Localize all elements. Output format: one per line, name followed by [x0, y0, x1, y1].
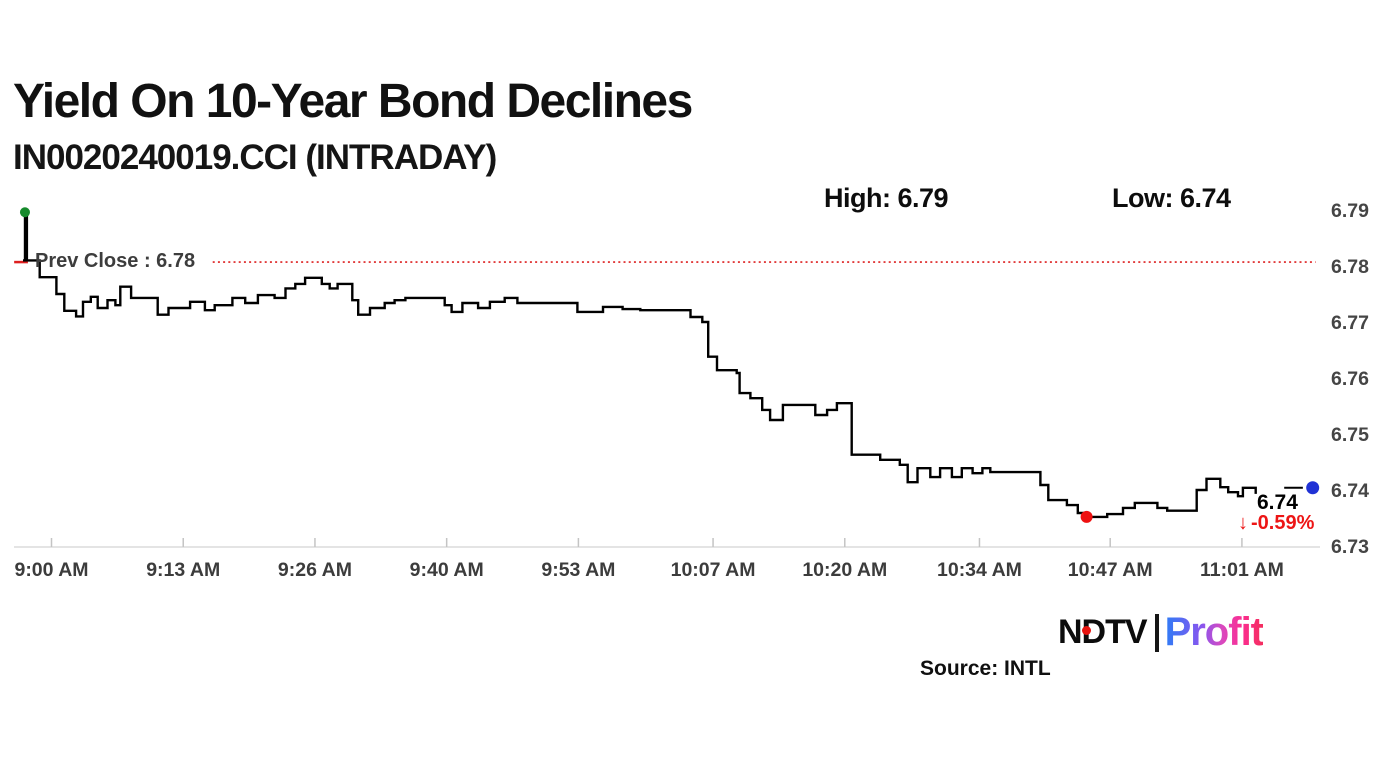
y-axis-label: 6.73	[1331, 536, 1369, 558]
x-axis-label: 9:00 AM	[14, 559, 88, 581]
x-axis-label: 10:20 AM	[802, 559, 887, 581]
profit-wordmark: Profit	[1164, 610, 1264, 654]
y-axis-label: 6.78	[1331, 256, 1369, 278]
page-title: Yield On 10-Year Bond Declines	[13, 75, 693, 128]
x-axis-label: 9:53 AM	[541, 559, 615, 581]
low-value-label: Low: 6.74	[1112, 183, 1231, 213]
price-change-label: ↓ -0.59%	[1238, 512, 1314, 535]
ndtv-profit-logo: NDTV Profit	[1058, 610, 1264, 655]
x-axis-label: 9:40 AM	[410, 559, 484, 581]
price-line	[23, 211, 1257, 519]
x-axis-label: 10:47 AM	[1068, 559, 1153, 581]
y-axis-label: 6.79	[1331, 200, 1369, 222]
session-low-dot	[1080, 510, 1093, 523]
high-value-label: High: 6.79	[824, 183, 949, 213]
ndtv-logo-red-dot-icon	[1082, 626, 1091, 635]
last-price-dot	[1306, 481, 1320, 495]
x-axis-label: 11:01 AM	[1200, 559, 1284, 581]
y-axis-label: 6.75	[1331, 424, 1369, 446]
change-percent-text: -0.59%	[1251, 512, 1315, 534]
ndtv-text: NDTV	[1058, 613, 1148, 651]
prev-close-label: Prev Close : 6.78	[35, 250, 196, 272]
x-axis-label: 9:26 AM	[278, 559, 352, 581]
x-axis-label: 10:34 AM	[937, 559, 1022, 581]
x-axis-label: 9:13 AM	[146, 559, 220, 581]
ndtv-wordmark: NDTV	[1058, 613, 1148, 652]
last-price-label: 6.74	[1257, 491, 1298, 514]
y-axis-label: 6.77	[1331, 312, 1369, 334]
logo-separator-bar	[1154, 613, 1159, 652]
chart-subtitle-instrument: IN0020240019.CCI (INTRADAY)	[13, 138, 497, 177]
down-arrow-icon: ↓	[1238, 512, 1248, 534]
y-axis-label: 6.74	[1331, 480, 1369, 502]
y-axis-label: 6.76	[1331, 368, 1369, 390]
x-axis-label: 10:07 AM	[671, 559, 756, 581]
open-high-dot	[19, 207, 30, 218]
source-label: Source: INTL	[920, 657, 1051, 680]
